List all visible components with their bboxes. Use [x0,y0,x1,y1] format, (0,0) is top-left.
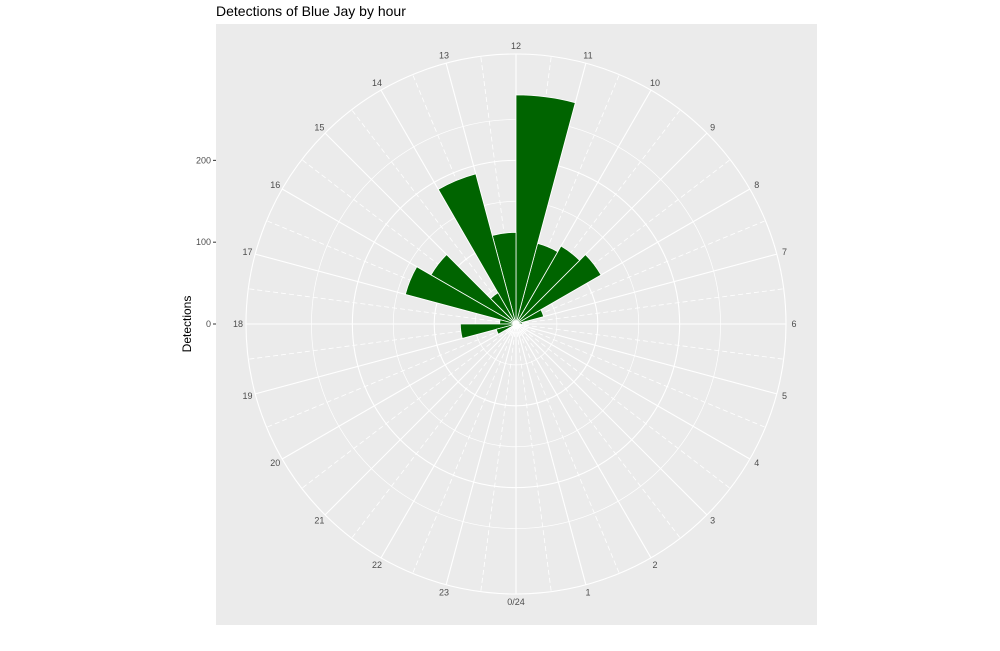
grid-spoke [281,323,517,460]
grid-spoke-minor [515,220,766,325]
hour-tick-label: 3 [710,516,715,526]
grid-spoke-minor [515,323,552,592]
hour-tick-label: 17 [242,247,252,257]
grid-spoke-minor [515,323,731,489]
hour-tick-label: 13 [439,50,449,60]
grid-spoke-minor [351,323,517,539]
grid-spoke-minor [515,288,784,325]
hour-tick-label: 23 [439,588,449,598]
grid-spoke [515,323,652,559]
grid-spoke [445,323,517,585]
hour-tick-label: 11 [583,50,592,60]
hour-tick-label: 4 [754,458,759,468]
bars-layer [404,94,602,339]
hour-tick-label: 15 [314,122,324,132]
bar-hour-9 [515,245,581,325]
grid-spoke [515,253,777,325]
grid-spoke-minor [301,323,517,489]
hour-tick-label: 19 [242,391,252,401]
hour-tick-label: 10 [650,78,660,88]
hour-labels-layer: 0/24123456789101112131415161718192021222… [233,41,797,607]
hour-tick-label: 16 [270,180,280,190]
grid-spoke [515,323,587,585]
hour-tick-label: 7 [782,247,787,257]
grid-spoke [515,323,708,516]
radial-axis-label: 200 [196,155,211,165]
hour-tick-label: 14 [372,78,382,88]
grid-spoke [380,323,517,559]
grid-spoke [324,323,517,516]
bar-hour-13 [437,173,517,325]
hour-tick-label: 20 [270,458,280,468]
radial-axis-label: 0 [206,319,211,329]
grid-spoke-minor [248,288,517,325]
hour-tick-label: 9 [710,122,715,132]
radial-axis: 0 100 200 [196,155,216,329]
grid-spoke-minor [480,323,517,592]
grid-spoke-minor [351,109,517,325]
grid-spoke-minor [412,323,517,574]
hour-tick-label: 6 [791,319,796,329]
hour-tick-label: 12 [511,41,521,51]
hour-tick-label: 0/24 [507,597,525,607]
hour-tick-label: 5 [782,391,787,401]
chart-title: Detections of Blue Jay by hour [216,3,406,19]
grid-spoke-minor [515,323,784,360]
bar-hour-8 [515,254,602,325]
bar-hour-16 [404,266,517,325]
grid-spoke-minor [515,323,620,574]
hour-tick-label: 2 [652,560,657,570]
grid-spoke [515,323,751,460]
grid-spoke-minor [266,323,517,428]
hour-tick-label: 1 [585,588,590,598]
hour-tick-label: 22 [372,560,382,570]
grid-spoke [515,323,777,395]
bar-hour-11 [515,94,576,325]
radial-axis-label: 100 [196,237,211,247]
hour-tick-label: 21 [314,516,324,526]
hour-tick-label: 18 [233,319,243,329]
grid-spoke-minor [515,323,681,539]
grid-spoke-minor [515,323,766,428]
hour-tick-label: 8 [754,180,759,190]
bar-hour-19 [495,323,517,335]
